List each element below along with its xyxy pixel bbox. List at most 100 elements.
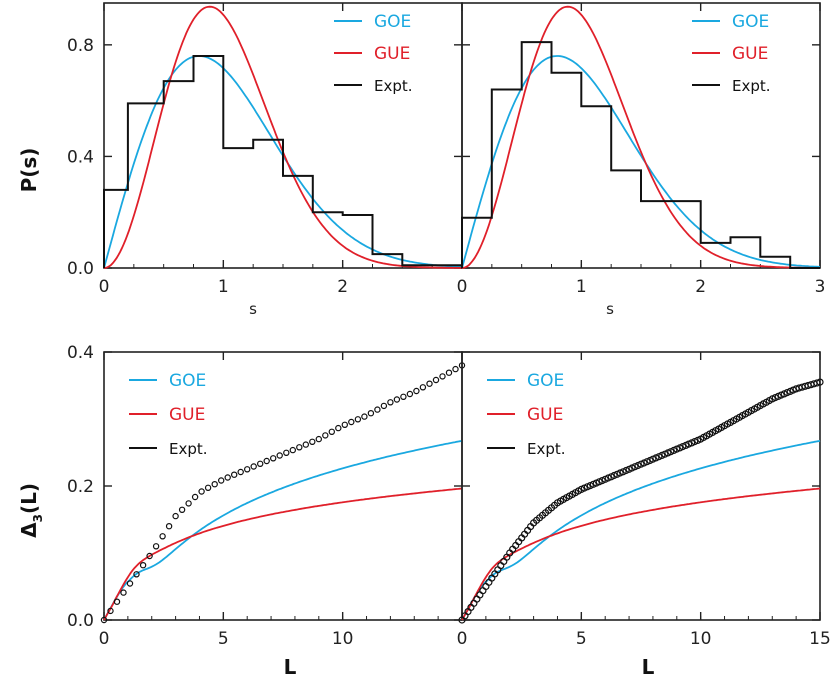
delta-left-goe-curve bbox=[103, 439, 463, 621]
delta-left-expt-point bbox=[250, 463, 257, 470]
delta-right-expt-point bbox=[476, 591, 484, 599]
ps-left-xtick-label: 0 bbox=[99, 277, 110, 297]
ps-left-ytick-label: 0.4 bbox=[67, 147, 94, 167]
delta-left-expt-point bbox=[230, 471, 238, 478]
delta-left-expt-point bbox=[322, 432, 329, 439]
delta-left-expt-point bbox=[413, 387, 420, 395]
delta-left-expt-point bbox=[406, 390, 414, 398]
ps-left-legend-goe-label: GOE bbox=[374, 12, 411, 32]
delta-left-expt-point bbox=[296, 444, 303, 451]
delta-left-panel: 0 5 10 0.0 0.2 0.4 GOE GUE Expt. bbox=[67, 343, 466, 649]
ps-right-legend-goe-label: GOE bbox=[732, 12, 769, 32]
delta-left-expt-point bbox=[224, 474, 231, 481]
delta-right-legend-gue-label: GUE bbox=[527, 405, 563, 425]
ps-left-expt-histogram bbox=[103, 55, 463, 268]
delta-left-expt-point bbox=[270, 455, 277, 462]
ps-left-xtick-label: 1 bbox=[218, 277, 229, 297]
svg-text:Δ3(L): Δ3(L) bbox=[17, 483, 45, 538]
delta-left-legend: GOE GUE Expt. bbox=[129, 371, 208, 458]
delta-left-xtick-label: 10 bbox=[332, 629, 354, 649]
delta-left-expt-point bbox=[243, 466, 251, 473]
delta-right-legend-expt-label: Expt. bbox=[527, 440, 566, 458]
delta-left-expt-point bbox=[263, 457, 270, 465]
ps-right-xtick-label: 1 bbox=[576, 277, 587, 297]
delta-ylabel: Δ3(L) bbox=[17, 483, 45, 538]
delta-right-expt-point bbox=[816, 378, 824, 386]
delta-left-expt-point bbox=[426, 380, 433, 387]
delta-right-xtick-label: 10 bbox=[690, 629, 712, 649]
delta-left-expt-point bbox=[217, 477, 225, 484]
ps-left-ytick-label: 0.8 bbox=[67, 36, 94, 56]
L-xlabel-right: L bbox=[642, 655, 655, 679]
delta-left-expt-point bbox=[419, 384, 427, 391]
ps-right-xtick-label: 3 bbox=[815, 277, 826, 297]
delta-left-expt-point bbox=[139, 562, 147, 569]
delta-left-expt-point bbox=[100, 616, 108, 624]
delta-ylabel-sub: 3 bbox=[31, 514, 45, 522]
delta-left-expt-point bbox=[335, 424, 342, 432]
ps-left-frame bbox=[103, 2, 463, 269]
delta-left-expt-point bbox=[367, 410, 375, 417]
ps-right-legend-expt-label: Expt. bbox=[732, 77, 771, 95]
ps-ylabel: P(s) bbox=[17, 148, 41, 193]
delta-left-expt-point bbox=[309, 438, 316, 445]
delta-left-expt-point bbox=[439, 373, 446, 380]
delta-left-xtick-label: 0 bbox=[99, 629, 110, 649]
delta-left-expt-point bbox=[445, 369, 453, 376]
ps-right-xtick-label: 0 bbox=[457, 277, 468, 297]
ps-left-legend-gue-label: GUE bbox=[374, 44, 410, 64]
delta-left-expt-point bbox=[348, 418, 355, 426]
delta-left-expt-point bbox=[185, 500, 192, 507]
ps-right-frame bbox=[461, 2, 821, 269]
delta-left-xtick-label: 5 bbox=[218, 629, 229, 649]
delta-left-expt-point bbox=[452, 365, 459, 373]
delta-left-expt-point bbox=[113, 598, 121, 605]
delta-left-expt-point bbox=[400, 393, 407, 400]
delta-left-expt-point bbox=[380, 402, 388, 410]
delta-right-expt-point bbox=[813, 379, 821, 387]
ps-left-xtick-label: 2 bbox=[337, 277, 348, 297]
delta-left-gue-curve bbox=[103, 487, 463, 621]
delta-ylabel-arg: (L) bbox=[17, 483, 41, 514]
delta-left-expt-point bbox=[341, 421, 348, 428]
delta-left-ytick-label: 0.2 bbox=[67, 477, 94, 497]
delta-left-expt-point bbox=[133, 571, 140, 578]
delta-left-legend-expt-label: Expt. bbox=[169, 440, 208, 458]
ps-right-legend: GOE GUE Expt. bbox=[692, 12, 771, 95]
delta-left-expt-point bbox=[159, 533, 166, 540]
ps-left-ytick-label: 0.0 bbox=[67, 259, 94, 279]
delta-left-expt-point bbox=[354, 416, 362, 423]
delta-left-expt-point bbox=[257, 460, 264, 467]
delta-left-expt-point bbox=[146, 552, 153, 560]
delta-left-expt-point bbox=[172, 512, 179, 520]
delta-left-expt-point bbox=[283, 449, 290, 456]
ps-left-panel: 0 1 2 0.0 0.4 0.8 GOE GUE Expt. bbox=[67, 2, 463, 297]
delta-left-expt-point bbox=[204, 484, 212, 491]
delta-right-frame bbox=[461, 351, 821, 621]
delta-left-expt-point bbox=[178, 506, 186, 513]
delta-left-expt-point bbox=[237, 468, 244, 476]
panels: 0 1 2 0.0 0.4 0.8 GOE GUE Expt. 0 1 2 3 GOE GUE Expt. 0 5… bbox=[67, 2, 830, 649]
delta-right-xtick-label: 15 bbox=[809, 629, 830, 649]
ps-left-legend-expt-label: Expt. bbox=[374, 77, 413, 95]
delta-left-expt-point bbox=[328, 428, 335, 435]
ps-right-xtick-label: 2 bbox=[695, 277, 706, 297]
ps-right-gue-curve bbox=[461, 5, 820, 269]
delta-left-legend-gue-label: GUE bbox=[169, 405, 205, 425]
delta-left-expt-point bbox=[165, 523, 173, 530]
s-xlabel-right: s bbox=[606, 300, 614, 318]
delta-right-expt-point bbox=[497, 561, 505, 570]
delta-left-expt-point bbox=[361, 413, 368, 420]
delta-right-legend: GOE GUE Expt. bbox=[487, 371, 566, 458]
delta-left-expt-point bbox=[191, 493, 199, 501]
delta-left-expt-point bbox=[387, 399, 394, 406]
delta-left-ytick-label: 0.0 bbox=[67, 611, 94, 631]
delta-left-expt-point bbox=[393, 396, 401, 403]
delta-left-expt-point bbox=[107, 607, 114, 615]
delta-right-xtick-label: 5 bbox=[576, 629, 587, 649]
delta-left-expt-point bbox=[302, 441, 309, 448]
delta-right-legend-goe-label: GOE bbox=[527, 371, 564, 391]
s-xlabel-left: s bbox=[249, 300, 257, 318]
delta-right-expt-point bbox=[473, 595, 481, 603]
